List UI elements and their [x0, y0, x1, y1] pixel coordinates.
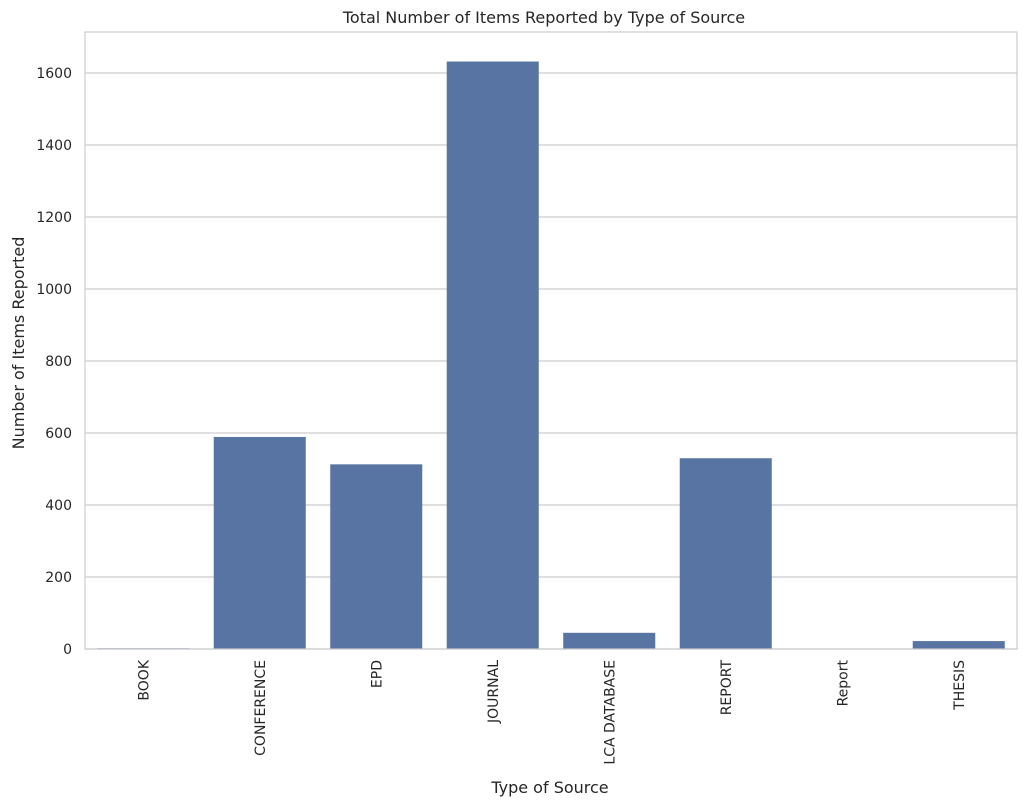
y-tick-label: 400 [45, 498, 72, 514]
x-tick-label: THESIS [952, 660, 968, 711]
y-tick-label: 600 [45, 426, 72, 442]
y-tick-label: 1000 [36, 282, 72, 298]
x-axis-ticks: BOOK CONFERENCE EPD JOURNAL LCA DATABASE REPO… [136, 659, 968, 764]
y-tick-label: 1200 [36, 210, 72, 226]
x-axis-label: Type of Source [490, 778, 608, 797]
chart-title: Total Number of Items Reported by Type o… [342, 8, 745, 27]
bars [97, 61, 1005, 650]
x-tick-label: LCA DATABASE [602, 660, 618, 765]
x-tick-label: JOURNAL [486, 660, 502, 724]
bar [679, 458, 772, 649]
y-tick-label: 1600 [36, 66, 72, 82]
bar [330, 464, 423, 649]
x-tick-label: Report [835, 660, 851, 707]
plot-frame [84, 31, 1018, 650]
y-tick-label: 200 [45, 570, 72, 586]
bar [563, 632, 656, 649]
y-tick-label: 800 [45, 354, 72, 370]
bar [446, 61, 539, 650]
y-axis-ticks: 0 200 400 600 800 1000 1200 1400 1600 [36, 66, 72, 658]
x-tick-label: CONFERENCE [253, 660, 269, 756]
y-tick-label: 0 [63, 642, 72, 658]
y-tick-label: 1400 [36, 138, 72, 154]
bar [213, 436, 306, 649]
bar [912, 641, 1005, 649]
x-tick-label: EPD [369, 660, 385, 688]
x-tick-label: BOOK [136, 659, 152, 700]
y-axis-label: Number of Items Reported [9, 237, 28, 450]
x-tick-label: REPORT [719, 660, 735, 716]
